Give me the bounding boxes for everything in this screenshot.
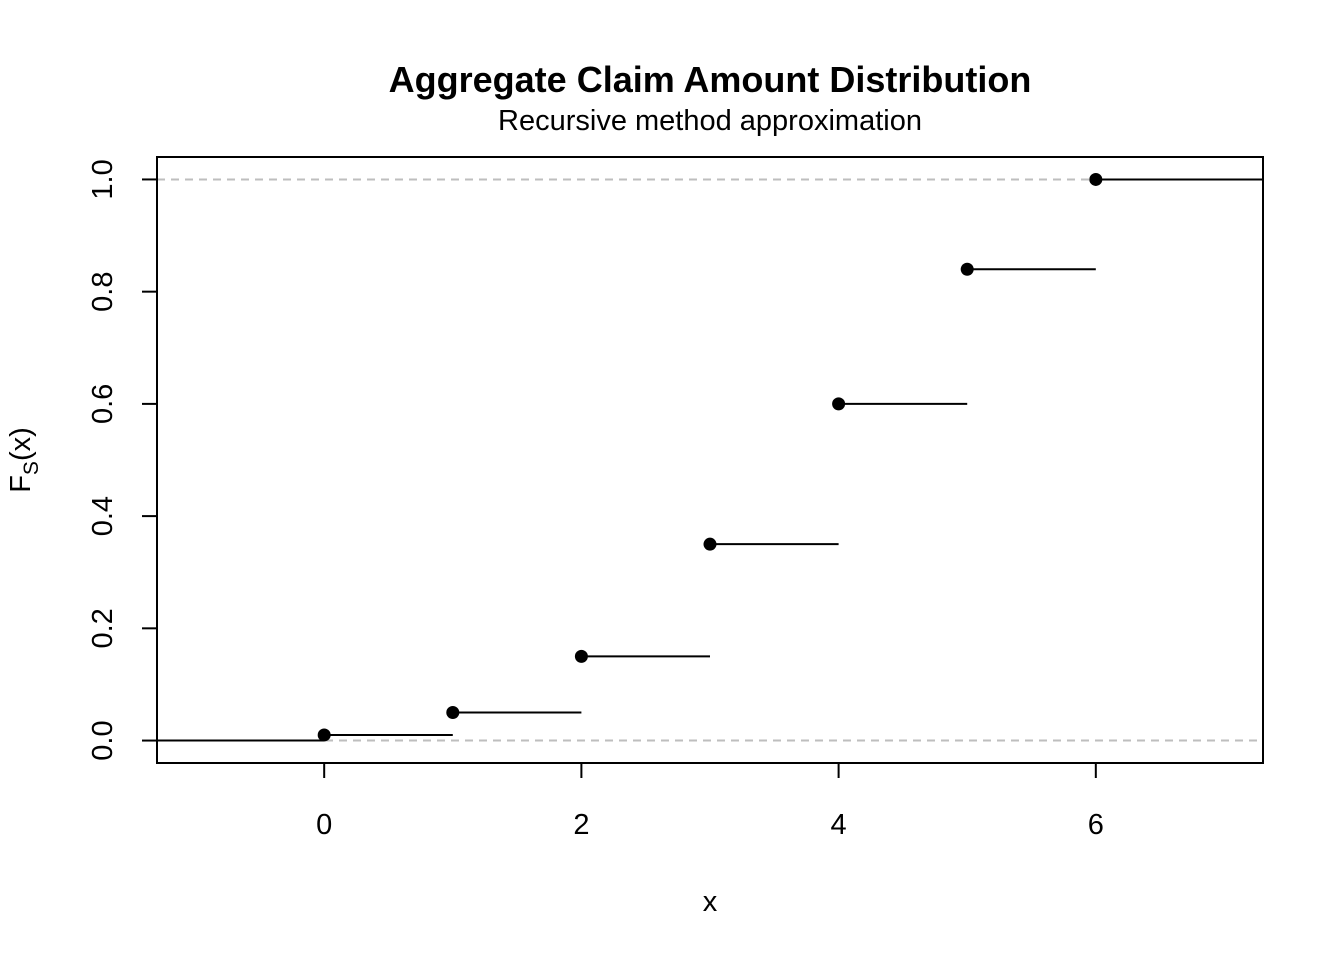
x-tick-label-0: 0	[316, 809, 332, 841]
y-tick-label-3: 0.6	[87, 384, 119, 424]
y-tick-label-5: 1.0	[87, 159, 119, 199]
plot-frame	[156, 156, 1264, 764]
step-point-0	[317, 728, 331, 742]
y-axis: 0.0 0.2 0.4 0.6 0.8 1.0	[87, 159, 158, 761]
y-axis-label-suffix: (x)	[5, 427, 37, 461]
y-tick-label-2: 0.4	[87, 496, 119, 536]
chart-title: Aggregate Claim Amount Distribution	[389, 59, 1032, 100]
y-axis-label: FS(x)	[5, 427, 43, 493]
x-tick-label-3: 6	[1088, 809, 1104, 841]
y-tick-label-4: 0.8	[87, 272, 119, 312]
chart-subtitle: Recursive method approximation	[498, 105, 922, 137]
y-axis-label-main: F	[5, 475, 37, 493]
reference-lines	[157, 178, 1263, 742]
step-point-1	[446, 706, 460, 719]
step-point-3	[703, 537, 717, 551]
y-axis-label-subscript: S	[20, 461, 43, 475]
step-segments	[157, 178, 1263, 742]
step-point-6	[1089, 172, 1103, 186]
y-tick-label-1: 0.2	[87, 608, 119, 648]
x-tick-label-1: 2	[573, 809, 589, 841]
x-axis-label: x	[703, 886, 718, 918]
x-tick-label-2: 4	[831, 809, 847, 841]
step-point-4	[832, 397, 846, 411]
y-tick-label-0: 0.0	[87, 720, 119, 760]
step-points	[317, 172, 1103, 742]
x-axis: 0 2 4 6	[316, 762, 1104, 841]
step-point-2	[574, 649, 588, 663]
step-point-5	[960, 262, 974, 276]
